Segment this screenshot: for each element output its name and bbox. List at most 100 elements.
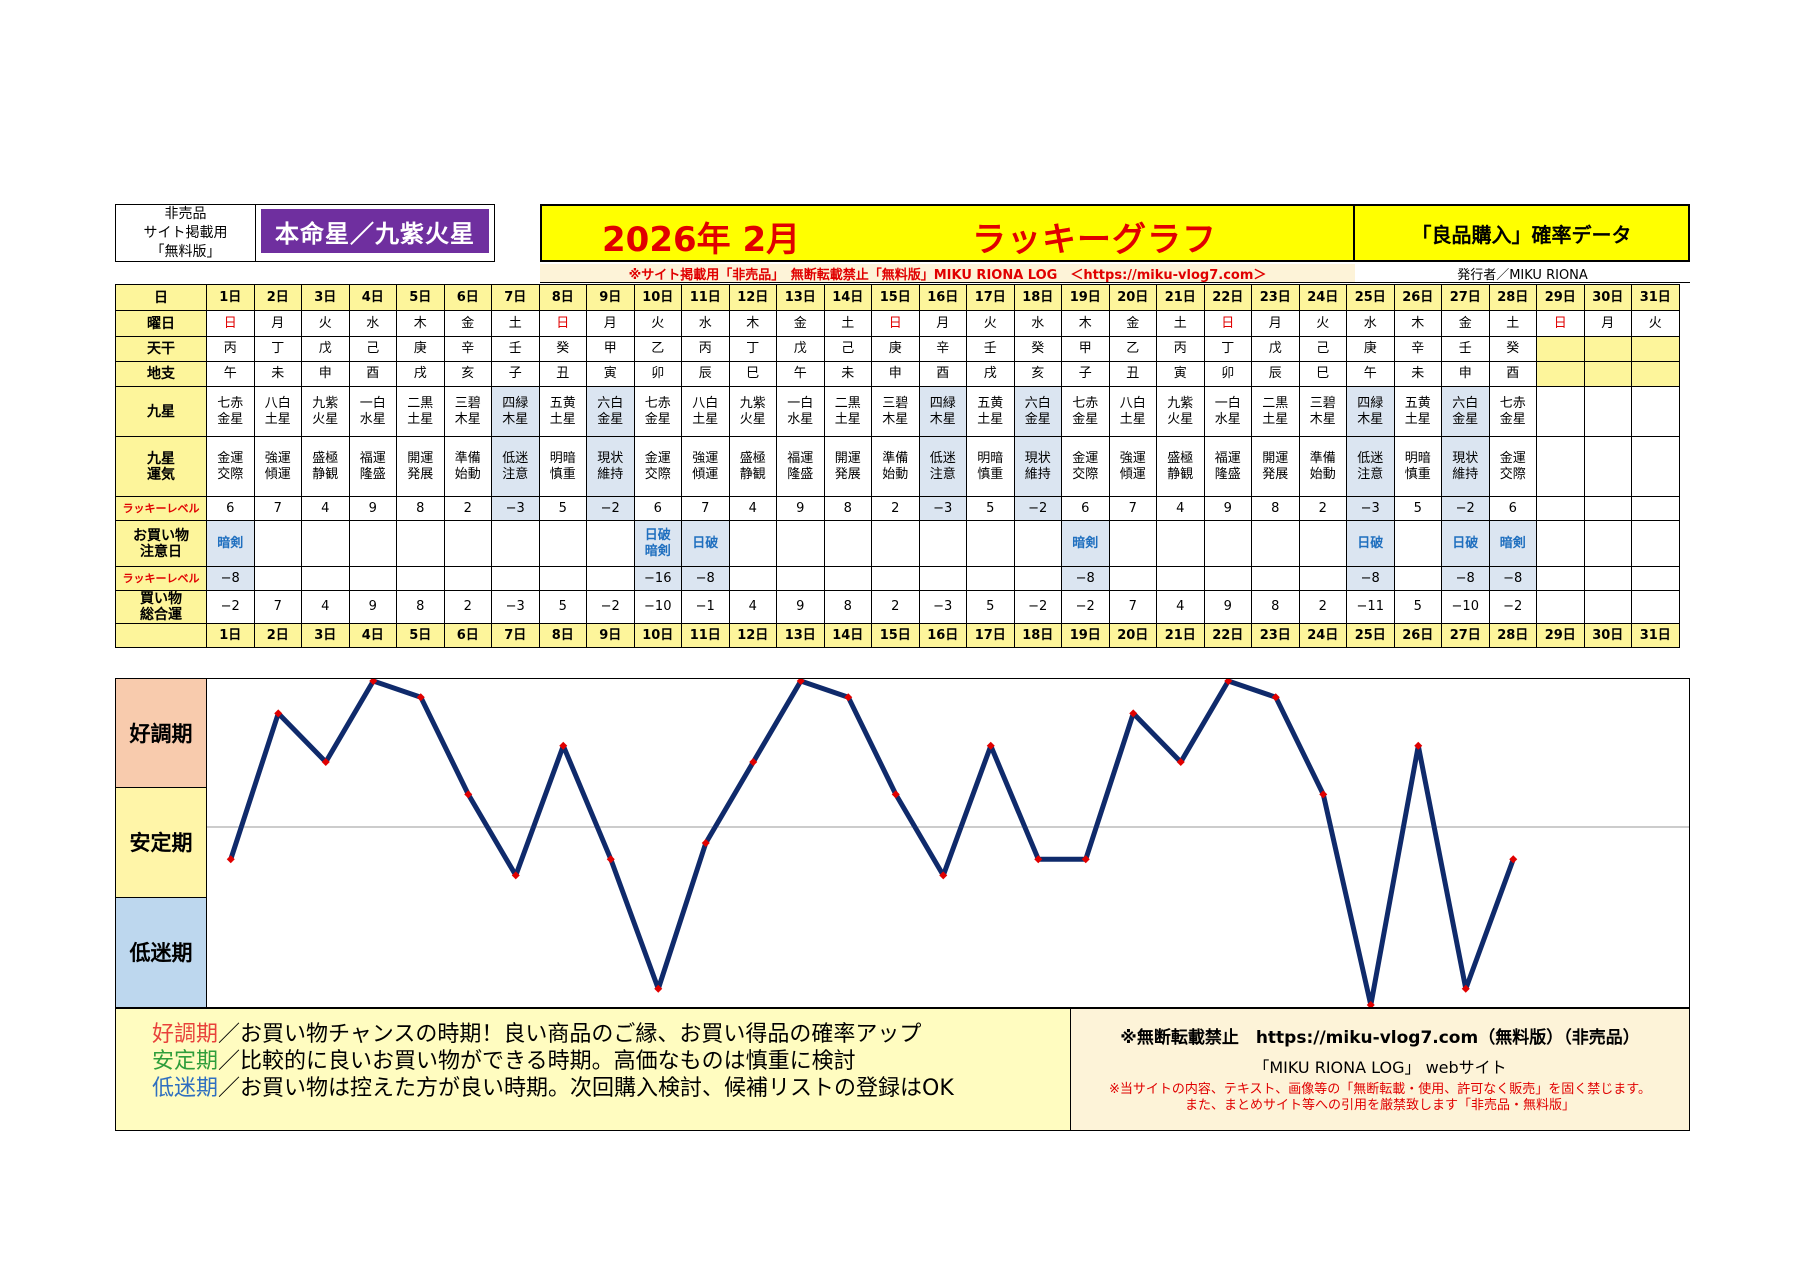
day-cell: 5日 <box>396 284 445 311</box>
caution-cell: 暗剣 <box>1488 520 1537 567</box>
lucky-level2-cell <box>301 566 350 591</box>
lucky-level2-cell <box>1156 566 1205 591</box>
lucky-level-cell: −3 <box>1346 496 1395 521</box>
unki-cell: 金運 交際 <box>1488 436 1537 497</box>
notice-box: ※無断転載禁止 https://miku-vlog7.com（無料版）（非売品）… <box>1071 1009 1689 1130</box>
day-cell: 28日 <box>1488 284 1537 311</box>
tenkan-cell: 壬 <box>1441 336 1490 362</box>
tenkan-cell: 甲 <box>586 336 635 362</box>
caution-cell <box>396 520 445 567</box>
kyusei-cell: 八白 土星 <box>681 386 730 437</box>
day-cell: 16日 <box>918 284 967 311</box>
tenkan-cell <box>1583 336 1632 362</box>
unki-cell: 福運 隆盛 <box>776 436 825 497</box>
unki-cell: 強運 傾運 <box>681 436 730 497</box>
chishi-cell: 戌 <box>396 361 445 387</box>
day-cell-bottom: 7日 <box>491 623 540 648</box>
lucky-level-cell: 2 <box>1298 496 1347 521</box>
unki-cell: 福運 隆盛 <box>1203 436 1252 497</box>
weekday-cell: 火 <box>1631 310 1680 337</box>
row-label: 日 <box>115 284 207 311</box>
notice-line: ※サイト掲載用「非売品」 無断転載禁止「無料版」MIKU RIONA LOG ＜… <box>540 264 1355 283</box>
day-cell-bottom: 4日 <box>348 623 397 648</box>
caution-cell <box>1251 520 1300 567</box>
day-cell-bottom: 14日 <box>823 623 872 648</box>
day-cell-bottom: 2日 <box>253 623 302 648</box>
weekday-cell: 日 <box>1203 310 1252 337</box>
day-cell-bottom: 28日 <box>1488 623 1537 648</box>
day-cell-bottom: 5日 <box>396 623 445 648</box>
tenkan-cell: 乙 <box>633 336 682 362</box>
total-cell <box>1536 590 1585 624</box>
kyusei-cell: 七赤 金星 <box>206 386 255 437</box>
total-cell: −2 <box>586 590 635 624</box>
total-cell: 5 <box>1393 590 1442 624</box>
tenkan-cell: 乙 <box>1108 336 1157 362</box>
lucky-sheet: 非売品 サイト掲載用 「無料版」 本命星／九紫火星 2026年 2月 ラッキーグ… <box>115 204 1690 1131</box>
tenkan-cell: 庚 <box>1346 336 1395 362</box>
lucky-level2-cell: −8 <box>1346 566 1395 591</box>
row-label: ラッキーレベル <box>115 566 207 591</box>
day-cell: 8日 <box>538 284 587 311</box>
unki-cell: 盛極 静観 <box>301 436 350 497</box>
day-cell: 20日 <box>1108 284 1157 311</box>
legend-low: 低迷期／お買い物は控えた方が良い時期。次回購入検討、候補リストの登録はOK <box>152 1075 1070 1102</box>
weekday-cell: 木 <box>728 310 777 337</box>
header-left-line: 「無料版」 <box>150 243 221 260</box>
lucky-level2-cell <box>443 566 492 591</box>
kyusei-cell: 六白 金星 <box>586 386 635 437</box>
lucky-level-cell: 7 <box>1108 496 1157 521</box>
chishi-cell <box>1536 361 1585 387</box>
data-title: 「良品購入」確率データ <box>1355 204 1690 262</box>
day-cell-bottom: 21日 <box>1156 623 1205 648</box>
legend-box: 好調期／お買い物チャンスの時期！良い商品のご縁、お買い得品の確率アップ 安定期／… <box>116 1009 1071 1130</box>
lucky-level-cell: 7 <box>681 496 730 521</box>
day-cell: 19日 <box>1061 284 1110 311</box>
caution-cell: 暗剣 <box>206 520 255 567</box>
data-point <box>891 790 900 799</box>
lucky-level-cell: −3 <box>918 496 967 521</box>
lucky-level2-cell: −8 <box>1061 566 1110 591</box>
row-label: 天干 <box>115 336 207 362</box>
notice-line-3: ※当サイトの内容、テキスト、画像等の「無断転載・使用、許可なく販売」を固く禁じま… <box>1109 1082 1651 1097</box>
data-point <box>1034 855 1043 864</box>
row-label: ラッキーレベル <box>115 496 207 521</box>
kyusei-cell: 二黒 土星 <box>823 386 872 437</box>
unki-cell: 福運 隆盛 <box>348 436 397 497</box>
weekday-cell: 土 <box>1488 310 1537 337</box>
tenkan-cell <box>1631 336 1680 362</box>
tenkan-cell: 甲 <box>1061 336 1110 362</box>
lucky-level-cell: 2 <box>443 496 492 521</box>
weekday-cell: 月 <box>1583 310 1632 337</box>
total-cell: −3 <box>491 590 540 624</box>
day-cell-bottom: 26日 <box>1393 623 1442 648</box>
chishi-cell: 未 <box>1393 361 1442 387</box>
lucky-level-cell: 9 <box>348 496 397 521</box>
unki-cell: 低迷 注意 <box>918 436 967 497</box>
total-cell: −2 <box>1061 590 1110 624</box>
chishi-cell: 巳 <box>1298 361 1347 387</box>
lucky-level-cell: 4 <box>301 496 350 521</box>
day-cell: 7日 <box>491 284 540 311</box>
tenkan-cell: 丙 <box>1156 336 1205 362</box>
lucky-level2-cell <box>1298 566 1347 591</box>
caution-cell <box>301 520 350 567</box>
total-cell: 8 <box>1251 590 1300 624</box>
lucky-level2-cell: −8 <box>681 566 730 591</box>
lucky-level2-cell: −8 <box>206 566 255 591</box>
unki-cell: 準備 始動 <box>871 436 920 497</box>
total-cell: 4 <box>728 590 777 624</box>
unki-cell: 現状 維持 <box>1441 436 1490 497</box>
lucky-level2-cell <box>1203 566 1252 591</box>
day-cell-bottom: 23日 <box>1251 623 1300 648</box>
lucky-level2-cell <box>1108 566 1157 591</box>
row-label: 買い物 総合運 <box>115 590 207 624</box>
kyusei-cell: 九紫 火星 <box>1156 386 1205 437</box>
total-cell: −2 <box>1488 590 1537 624</box>
table-row: 曜日日月火水木金土日月火水木金土日月火水木金土日月火水木金土日月火 <box>115 310 1680 337</box>
day-cell-bottom: 31日 <box>1631 623 1680 648</box>
chishi-cell: 辰 <box>1251 361 1300 387</box>
data-point <box>1319 790 1328 799</box>
caution-cell <box>538 520 587 567</box>
day-cell: 11日 <box>681 284 730 311</box>
